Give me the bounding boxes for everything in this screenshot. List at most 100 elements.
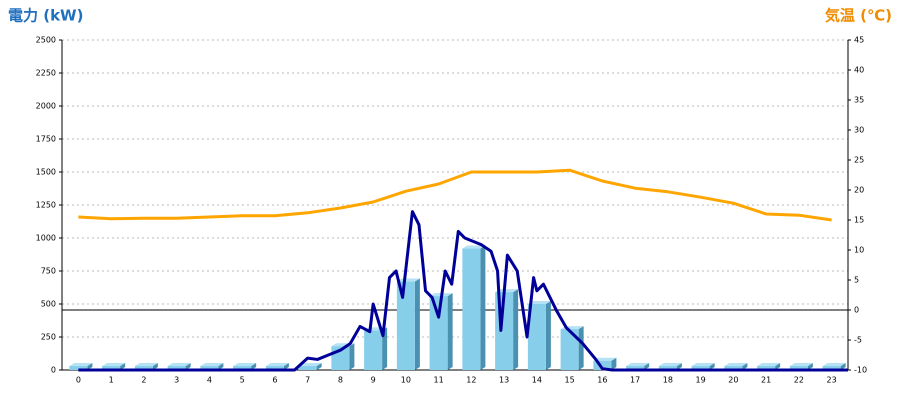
bar (69, 366, 88, 370)
power-line (78, 210, 848, 372)
y2-tick-label: -5 (854, 336, 862, 345)
bar (822, 366, 841, 370)
bar-side (185, 363, 191, 370)
y-tick-label: 1750 (36, 135, 56, 144)
y2-tick-label: 40 (854, 66, 864, 75)
bar-top (200, 363, 224, 367)
bar (757, 366, 776, 370)
y2-tick-label: 15 (854, 216, 864, 225)
x-tick-label: 10 (401, 376, 411, 385)
x-tick-label: 19 (696, 376, 706, 385)
bar-side (545, 301, 551, 370)
bar-top (69, 363, 93, 367)
bar (265, 366, 284, 370)
bar-top (724, 363, 748, 367)
x-tick-label: 4 (207, 376, 212, 385)
bar (233, 366, 252, 370)
bar-side (251, 363, 257, 370)
bar-side (807, 363, 813, 370)
x-tick-label: 12 (466, 376, 476, 385)
x-tick-label: 2 (141, 376, 146, 385)
bar-side (152, 363, 158, 370)
bar-top (626, 363, 650, 367)
bar-side (676, 363, 682, 370)
bar-side (840, 363, 846, 370)
bar (527, 304, 546, 370)
bar-side (513, 289, 519, 370)
y2-tick-label: 10 (854, 246, 864, 255)
x-tick-label: 0 (76, 376, 81, 385)
y2-tick-label: 30 (854, 126, 864, 135)
x-tick-label: 22 (794, 376, 804, 385)
bar (102, 366, 121, 370)
bar-top (593, 357, 617, 361)
bar (429, 296, 448, 370)
bar (396, 281, 415, 370)
bar-top (233, 363, 257, 367)
bar-top (495, 289, 519, 293)
bar-top (789, 363, 813, 367)
bar-top (396, 278, 420, 282)
bar-side (382, 327, 388, 370)
bar-side (611, 357, 617, 370)
x-tick-label: 1 (109, 376, 114, 385)
bar-top (658, 363, 682, 367)
x-tick-label: 9 (371, 376, 376, 385)
bar-side (742, 363, 748, 370)
y2-tick-label: 25 (854, 156, 864, 165)
x-tick-label: 21 (761, 376, 771, 385)
y-tick-label: 0 (51, 366, 56, 375)
bar (364, 330, 383, 370)
y2-tick-label: 0 (854, 306, 859, 315)
y-tick-label: 1500 (36, 168, 56, 177)
y-tick-label: 2000 (36, 102, 56, 111)
x-tick-label: 20 (728, 376, 738, 385)
bar-side (349, 343, 355, 370)
x-tick-label: 5 (240, 376, 245, 385)
y-tick-label: 250 (41, 333, 56, 342)
y-tick-label: 2500 (36, 36, 56, 45)
bar (658, 366, 677, 370)
x-tick-label: 8 (338, 376, 343, 385)
bar-side (709, 363, 715, 370)
x-tick-label: 6 (272, 376, 277, 385)
x-tick-label: 3 (174, 376, 179, 385)
bar (560, 329, 579, 370)
bar-top (527, 301, 551, 304)
bar-side (120, 363, 126, 370)
bar (691, 366, 710, 370)
bar-top (691, 363, 715, 367)
bar (724, 366, 743, 370)
bar-side (218, 363, 224, 370)
bar-top (167, 363, 191, 367)
bar-top (757, 363, 781, 367)
bar (298, 366, 317, 370)
x-tick-label: 23 (827, 376, 837, 385)
bar-top (822, 363, 846, 367)
x-tick-label: 16 (597, 376, 607, 385)
bar-side (414, 278, 420, 370)
x-tick-label: 15 (565, 376, 575, 385)
bar-side (644, 363, 650, 370)
bar-side (775, 363, 781, 370)
bar-top (462, 245, 486, 249)
x-tick-label: 17 (630, 376, 640, 385)
y-tick-label: 750 (41, 267, 56, 276)
bar-top (102, 363, 126, 367)
x-tick-label: 11 (434, 376, 444, 385)
bar-top (265, 363, 289, 367)
y-tick-label: 1000 (36, 234, 56, 243)
x-tick-label: 7 (305, 376, 310, 385)
bar (626, 366, 645, 370)
bar-side (578, 326, 584, 370)
x-tick-label: 14 (532, 376, 542, 385)
temperature-line (78, 168, 832, 222)
bar-side (447, 293, 453, 370)
y2-tick-label: 45 (854, 36, 864, 45)
y-tick-label: 500 (41, 300, 56, 309)
y2-tick-label: -10 (854, 366, 867, 375)
bar (134, 366, 153, 370)
bar-side (480, 245, 486, 370)
bar (200, 366, 219, 370)
